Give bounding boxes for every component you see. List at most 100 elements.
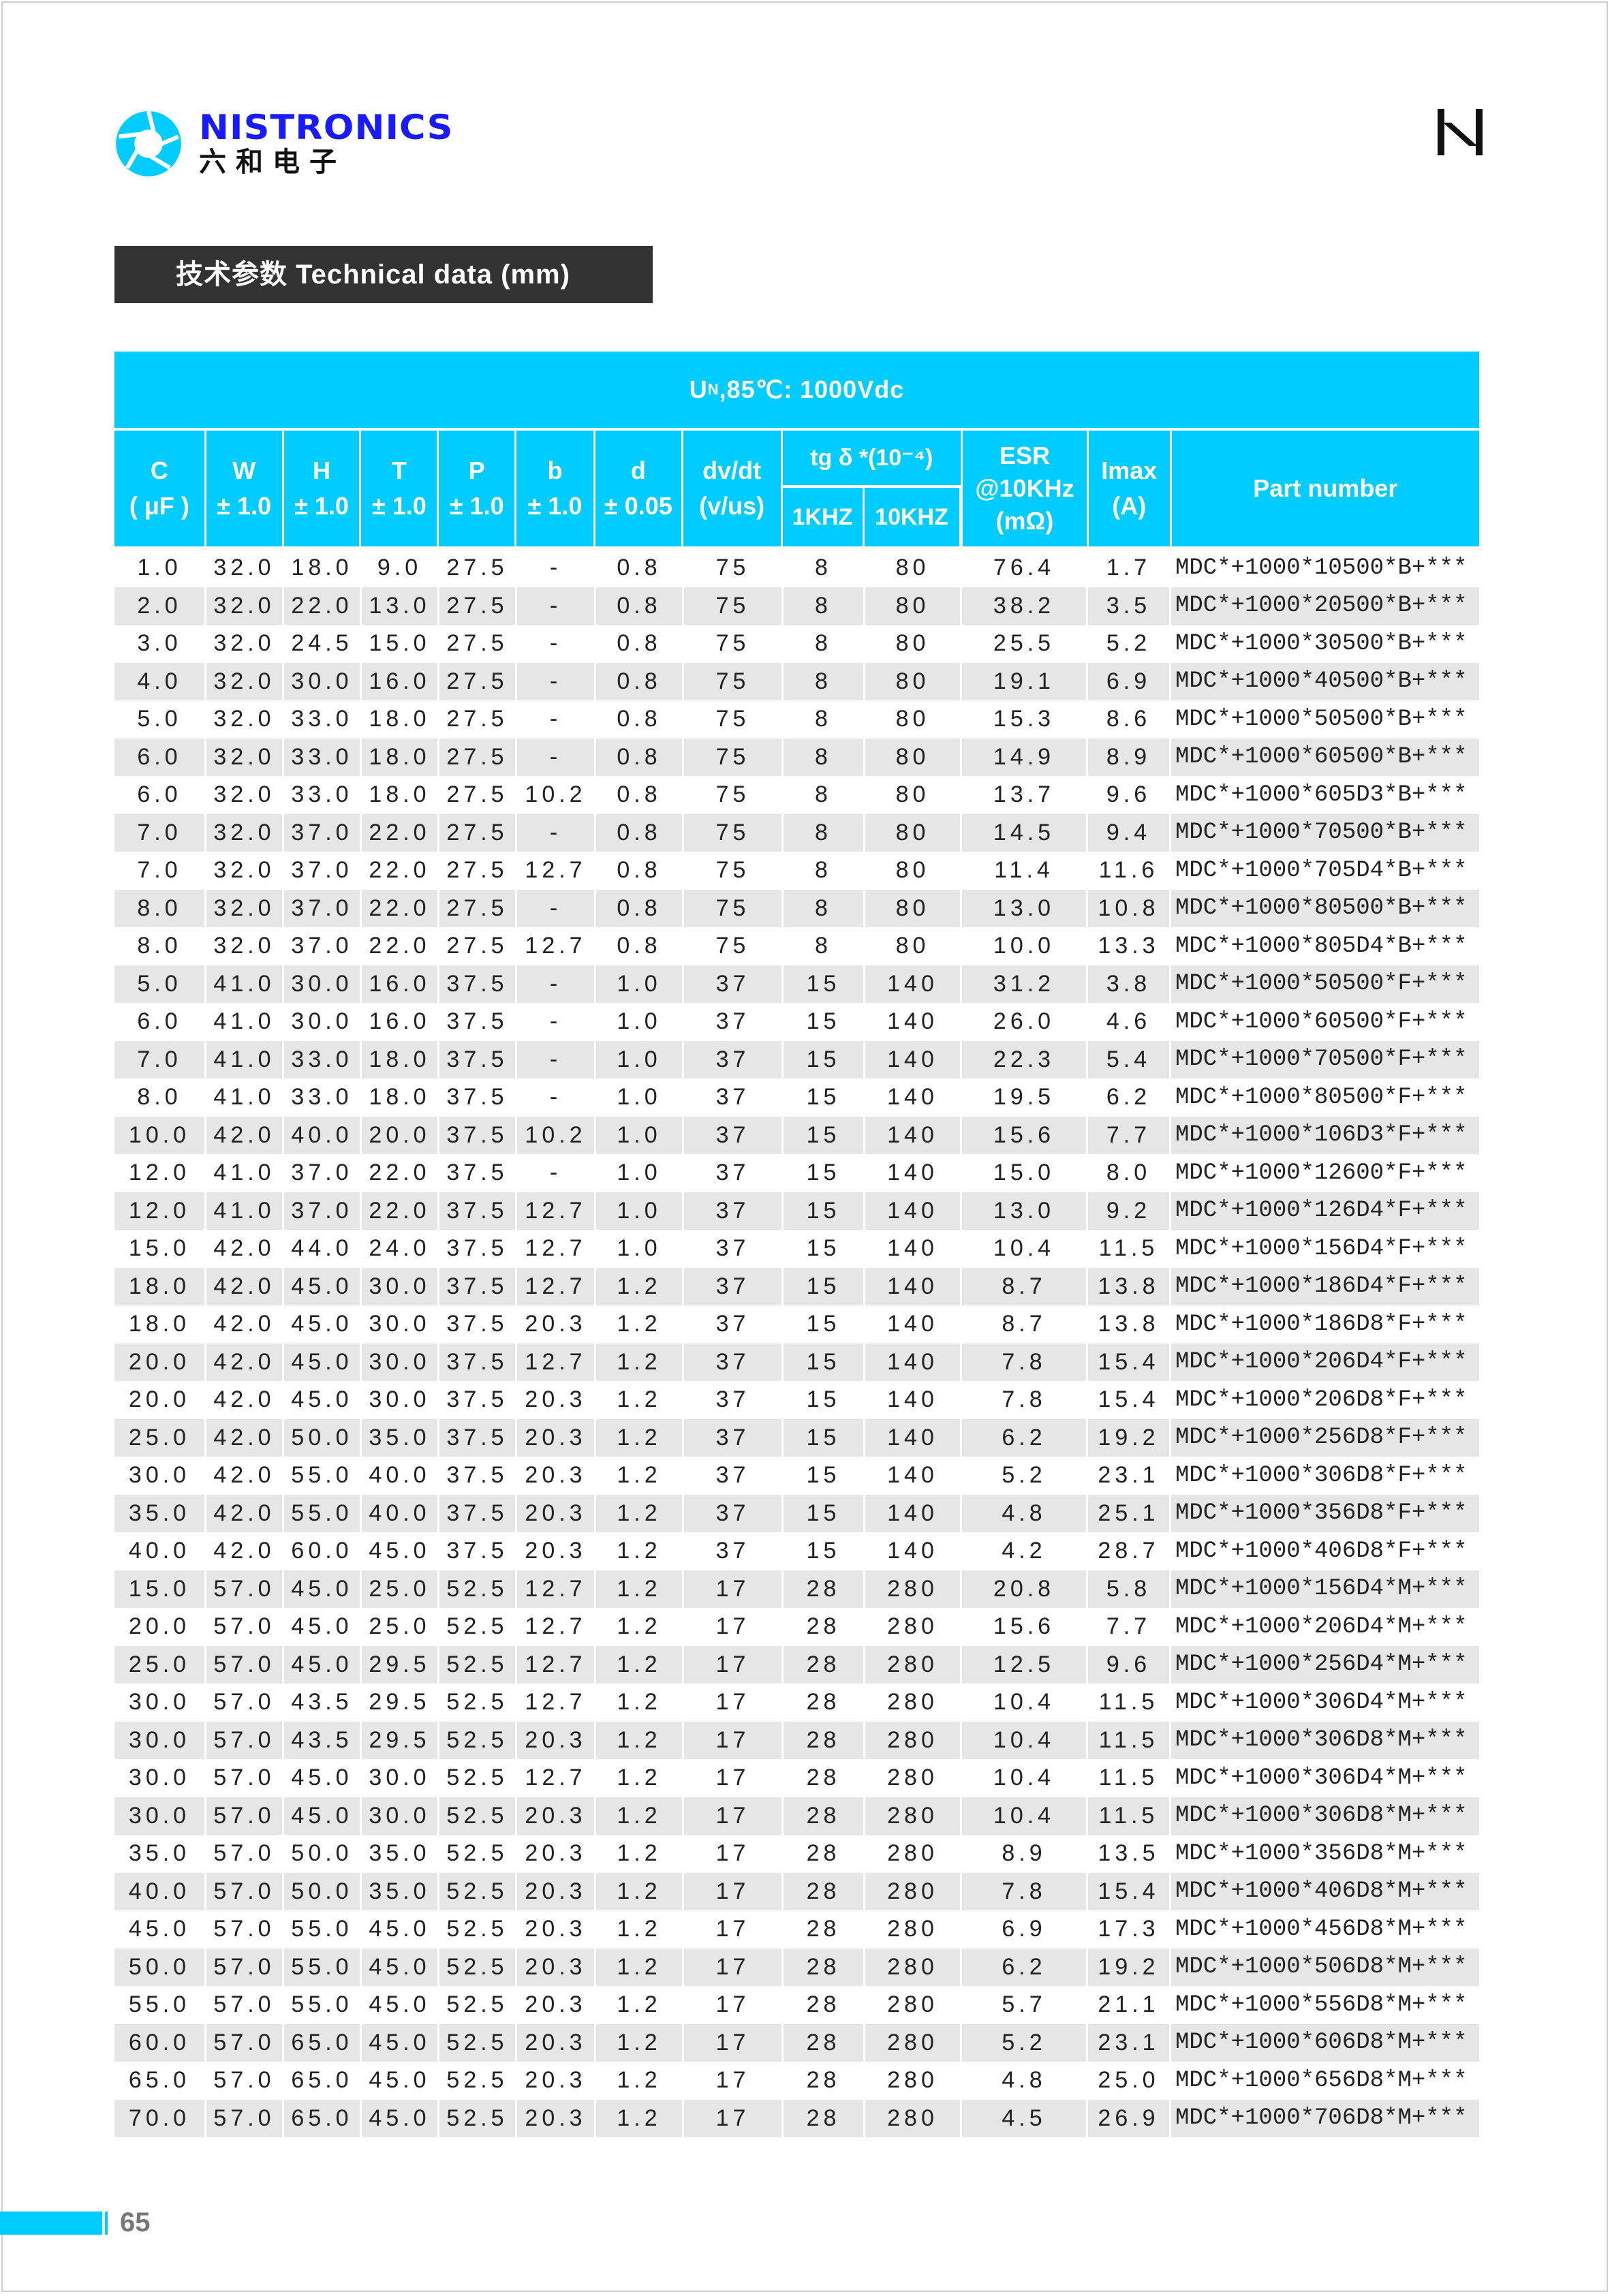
cell-t: 45.0 (362, 1532, 439, 1570)
cell-w: 42.0 (206, 1230, 284, 1268)
cell-h: 65.0 (284, 2099, 362, 2137)
cell-h: 44.0 (284, 1230, 362, 1268)
cell-d: 0.8 (596, 587, 684, 625)
cell-b: - (517, 549, 596, 587)
cell-d: 1.2 (596, 2023, 684, 2062)
cell-d: 1.2 (596, 1835, 684, 1873)
cell-t: 35.0 (362, 1418, 439, 1457)
cell-p: 37.5 (439, 1040, 517, 1079)
cell-w: 57.0 (206, 1797, 284, 1835)
cell-part-number: MDC*+1000*20500*B+*** (1171, 587, 1479, 625)
cell-p: 37.5 (439, 1116, 517, 1154)
cell-p: 27.5 (439, 813, 517, 852)
cell-b: 20.3 (517, 1835, 596, 1873)
cell-part-number: MDC*+1000*306D8*M+*** (1171, 1797, 1479, 1835)
cell-w: 32.0 (206, 889, 284, 927)
cell-h: 43.5 (284, 1721, 362, 1759)
cell-p: 52.5 (439, 1608, 517, 1646)
cell-t: 45.0 (362, 1948, 439, 1986)
cell-b: - (517, 813, 596, 852)
cell-dvdt: 75 (684, 587, 784, 625)
cell-h: 45.0 (284, 1267, 362, 1305)
cell-h: 45.0 (284, 1645, 362, 1684)
cell-tg-10khz: 140 (865, 965, 962, 1003)
cell-b: 12.7 (517, 927, 596, 965)
cell-esr: 10.4 (962, 1759, 1088, 1797)
cell-p: 37.5 (439, 1079, 517, 1117)
cell-p: 52.5 (439, 1570, 517, 1608)
cell-esr: 26.0 (962, 1003, 1088, 1041)
cell-dvdt: 17 (684, 1570, 784, 1608)
cell-c: 25.0 (114, 1418, 206, 1457)
cell-d: 1.0 (596, 1116, 684, 1154)
cell-tg-1khz: 8 (784, 889, 865, 927)
cell-part-number: MDC*+1000*605D3*B+*** (1175, 781, 1468, 808)
cell-h: 37.0 (284, 927, 362, 965)
cell-tg-10khz: 140 (865, 1116, 962, 1154)
cell-t: 18.0 (362, 738, 439, 776)
cell-part-number: MDC*+1000*50500*B+*** (1175, 706, 1468, 732)
cell-h: 55.0 (284, 1910, 362, 1949)
cell-dvdt: 75 (684, 927, 784, 965)
cell-part-number: MDC*+1000*40500*B+*** (1171, 662, 1479, 700)
cell-t: 15.0 (362, 625, 439, 663)
cell-d: 1.2 (596, 1418, 684, 1457)
cell-d: 1.2 (596, 1457, 684, 1495)
cell-c: 55.0 (114, 1986, 206, 2024)
cell-t: 30.0 (362, 1267, 439, 1305)
cell-b: 12.7 (517, 1570, 596, 1608)
cell-part-number: MDC*+1000*106D3*F+*** (1171, 1116, 1479, 1154)
cell-c: 8.0 (114, 927, 206, 965)
cell-tg-1khz: 8 (784, 927, 865, 965)
table-row: 30.0 42.0 55.0 40.0 37.5 20.3 1.2 37 15 140 5.2 23.… (114, 1457, 1479, 1495)
table-row: 7.0 41.0 33.0 18.0 37.5-1.0 37 15 140 22.3 5.4 MDC… (114, 1040, 1479, 1079)
brand-name: NISTRONICS (199, 108, 454, 147)
cell-part-number: MDC*+1000*556D8*M+*** (1175, 1991, 1468, 2018)
cell-h: 65.0 (284, 2023, 362, 2062)
cell-esr: 14.9 (962, 738, 1088, 776)
cell-tg-1khz: 8 (784, 625, 865, 663)
cell-t: 35.0 (362, 1872, 439, 1910)
cell-esr: 15.6 (962, 1608, 1088, 1646)
cell-dvdt: 37 (684, 1457, 784, 1495)
cell-d: 1.2 (596, 2099, 684, 2137)
cell-b: 12.7 (517, 1684, 596, 1722)
cell-b: 12.7 (517, 1645, 596, 1684)
cell-part-number: MDC*+1000*805D4*B+*** (1175, 933, 1468, 959)
cell-p: 52.5 (439, 1721, 517, 1759)
cell-imax: 5.8 (1088, 1570, 1171, 1608)
cell-tg-1khz: 28 (784, 1608, 865, 1646)
cell-esr: 7.8 (962, 1381, 1088, 1419)
cell-imax: 5.4 (1088, 1040, 1171, 1079)
cell-h: 37.0 (284, 813, 362, 852)
cell-t: 40.0 (362, 1457, 439, 1495)
cell-part-number: MDC*+1000*256D4*M+*** (1171, 1645, 1479, 1684)
table-row: 2.0 32.0 22.0 13.0 27.5-0.8 75 8 80 38.2 3.5 MDC*+… (114, 587, 1479, 625)
cell-d: 1.2 (596, 1494, 684, 1532)
cell-t: 30.0 (362, 1797, 439, 1835)
cell-dvdt: 17 (684, 2023, 784, 2062)
cell-dvdt: 75 (684, 889, 784, 927)
cell-d: 1.2 (596, 1684, 684, 1722)
cell-part-number: MDC*+1000*705D4*B+*** (1175, 857, 1468, 884)
cell-c: 15.0 (114, 1230, 206, 1268)
cell-b: 20.3 (517, 1532, 596, 1570)
cell-tg-10khz: 280 (865, 2062, 962, 2100)
cell-esr: 5.7 (962, 1986, 1088, 2024)
cell-part-number: MDC*+1000*456D8*M+*** (1175, 1916, 1468, 1942)
cell-esr: 12.5 (962, 1645, 1088, 1684)
cell-tg-10khz: 280 (865, 1797, 962, 1835)
cell-imax: 15.4 (1088, 1381, 1171, 1419)
cell-t: 45.0 (362, 1910, 439, 1949)
cell-p: 27.5 (439, 927, 517, 965)
cell-w: 32.0 (206, 813, 284, 852)
cell-d: 1.0 (596, 1230, 684, 1268)
cell-b: - (517, 625, 596, 663)
cell-tg-10khz: 140 (865, 1079, 962, 1117)
cell-p: 52.5 (439, 1872, 517, 1910)
cell-tg-10khz: 140 (865, 1230, 962, 1268)
cell-dvdt: 37 (684, 1154, 784, 1192)
cell-esr: 10.4 (962, 1230, 1088, 1268)
cell-part-number: MDC*+1000*206D4*M+*** (1175, 1613, 1468, 1640)
cell-p: 27.5 (439, 852, 517, 890)
